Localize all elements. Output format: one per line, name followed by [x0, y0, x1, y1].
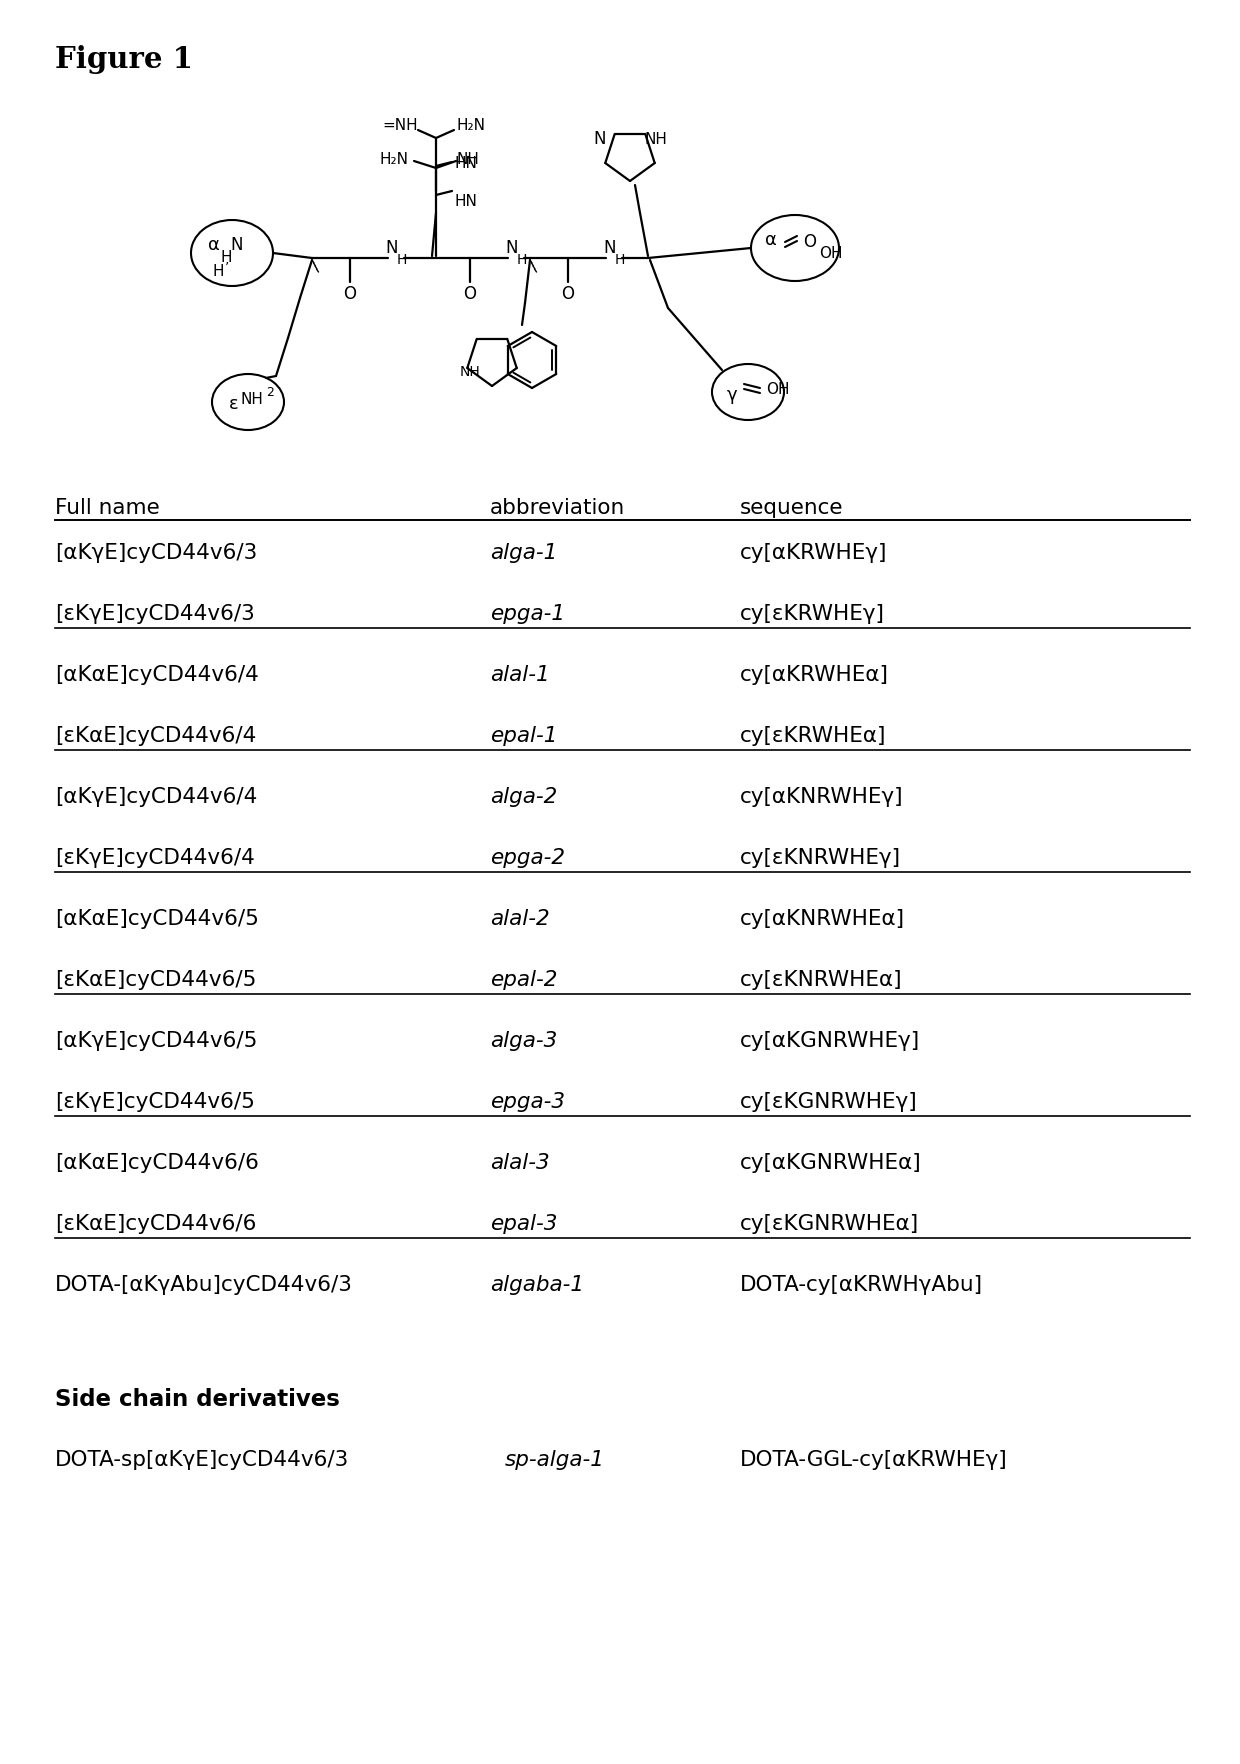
Text: DOTA-cy[αKRWHγAbu]: DOTA-cy[αKRWHγAbu]	[740, 1275, 983, 1295]
Text: HN: HN	[454, 194, 477, 208]
Text: alga-1: alga-1	[490, 543, 557, 563]
Text: H: H	[212, 263, 223, 279]
Text: [εKγE]cyCD44v6/5: [εKγE]cyCD44v6/5	[55, 1092, 255, 1111]
Text: alal-1: alal-1	[490, 665, 549, 684]
Text: OH: OH	[818, 245, 842, 261]
Text: [εKαE]cyCD44v6/6: [εKαE]cyCD44v6/6	[55, 1214, 257, 1235]
Text: alal-3: alal-3	[490, 1154, 549, 1173]
Text: alga-2: alga-2	[490, 787, 557, 806]
Text: cy[αKNRWHEα]: cy[αKNRWHEα]	[740, 908, 905, 930]
Text: epal-1: epal-1	[490, 727, 557, 746]
Text: cy[αKGNRWHEα]: cy[αKGNRWHEα]	[740, 1154, 921, 1173]
Text: α: α	[765, 231, 777, 249]
Text: cy[εKNRWHEγ]: cy[εKNRWHEγ]	[740, 848, 901, 868]
Text: H₂N: H₂N	[456, 118, 485, 134]
Text: N: N	[594, 131, 606, 148]
Text: DOTA-GGL-cy[αKRWHEγ]: DOTA-GGL-cy[αKRWHEγ]	[740, 1450, 1008, 1469]
Text: [αKαE]cyCD44v6/5: [αKαE]cyCD44v6/5	[55, 908, 259, 930]
Text: O: O	[343, 286, 357, 303]
Text: O: O	[562, 286, 574, 303]
Text: epal-3: epal-3	[490, 1214, 557, 1235]
Text: [εKγE]cyCD44v6/3: [εKγE]cyCD44v6/3	[55, 603, 254, 624]
Text: α: α	[208, 236, 219, 254]
Text: O: O	[804, 233, 816, 250]
Text: H: H	[397, 252, 407, 266]
Text: DOTA-sp[αKγE]cyCD44v6/3: DOTA-sp[αKγE]cyCD44v6/3	[55, 1450, 350, 1469]
Text: cy[αKRWHEα]: cy[αKRWHEα]	[740, 665, 889, 684]
Text: [αKαE]cyCD44v6/6: [αKαE]cyCD44v6/6	[55, 1154, 259, 1173]
Text: alal-2: alal-2	[490, 908, 549, 930]
Text: N: N	[604, 238, 616, 258]
Text: cy[εKNRWHEα]: cy[εKNRWHEα]	[740, 970, 903, 990]
Text: OH: OH	[766, 383, 790, 397]
Text: [αKγE]cyCD44v6/5: [αKγE]cyCD44v6/5	[55, 1030, 258, 1051]
Text: epal-2: epal-2	[490, 970, 557, 990]
Text: sp-alga-1: sp-alga-1	[505, 1450, 605, 1469]
Text: cy[αKGNRWHEγ]: cy[αKGNRWHEγ]	[740, 1030, 920, 1051]
Text: NH: NH	[241, 393, 263, 407]
Text: Figure 1: Figure 1	[55, 46, 193, 74]
Text: abbreviation: abbreviation	[490, 497, 625, 519]
Text: DOTA-[αKγAbu]cyCD44v6/3: DOTA-[αKγAbu]cyCD44v6/3	[55, 1275, 353, 1295]
Text: N: N	[506, 238, 518, 258]
Text: [εKαE]cyCD44v6/5: [εKαE]cyCD44v6/5	[55, 970, 257, 990]
Text: NH: NH	[645, 132, 667, 146]
Text: H: H	[615, 252, 625, 266]
Text: ε: ε	[229, 395, 239, 413]
Text: 2: 2	[267, 386, 274, 399]
Text: =NH: =NH	[382, 118, 418, 134]
Text: O: O	[464, 286, 476, 303]
Text: γ: γ	[727, 386, 738, 404]
Text: algaba-1: algaba-1	[490, 1275, 584, 1295]
Text: cy[εKGNRWHEγ]: cy[εKGNRWHEγ]	[740, 1092, 918, 1111]
Text: NH: NH	[456, 152, 479, 166]
Text: Side chain derivatives: Side chain derivatives	[55, 1388, 340, 1411]
Text: [εKαE]cyCD44v6/4: [εKαE]cyCD44v6/4	[55, 727, 257, 746]
Text: cy[αKRWHEγ]: cy[αKRWHEγ]	[740, 543, 888, 563]
Text: H: H	[221, 250, 232, 266]
Text: Full name: Full name	[55, 497, 160, 519]
Text: H₂N: H₂N	[379, 152, 408, 166]
Text: cy[εKRWHEα]: cy[εKRWHEα]	[740, 727, 887, 746]
Text: N: N	[386, 238, 398, 258]
Text: cy[εKRWHEγ]: cy[εKRWHEγ]	[740, 603, 885, 624]
Text: cy[εKGNRWHEα]: cy[εKGNRWHEα]	[740, 1214, 919, 1235]
Text: [αKγE]cyCD44v6/4: [αKγE]cyCD44v6/4	[55, 787, 258, 806]
Text: N: N	[231, 236, 243, 254]
Text: [αKαE]cyCD44v6/4: [αKαE]cyCD44v6/4	[55, 665, 259, 684]
Text: alga-3: alga-3	[490, 1030, 557, 1051]
Text: HN: HN	[454, 155, 477, 171]
Text: ’: ’	[224, 261, 229, 275]
Text: NH: NH	[460, 365, 480, 379]
Text: epga-3: epga-3	[490, 1092, 565, 1111]
Text: epga-1: epga-1	[490, 603, 565, 624]
Text: epga-2: epga-2	[490, 848, 565, 868]
Text: [εKγE]cyCD44v6/4: [εKγE]cyCD44v6/4	[55, 848, 255, 868]
Text: H: H	[517, 252, 527, 266]
Text: sequence: sequence	[740, 497, 843, 519]
Text: cy[αKNRWHEγ]: cy[αKNRWHEγ]	[740, 787, 904, 806]
Text: [αKγE]cyCD44v6/3: [αKγE]cyCD44v6/3	[55, 543, 257, 563]
